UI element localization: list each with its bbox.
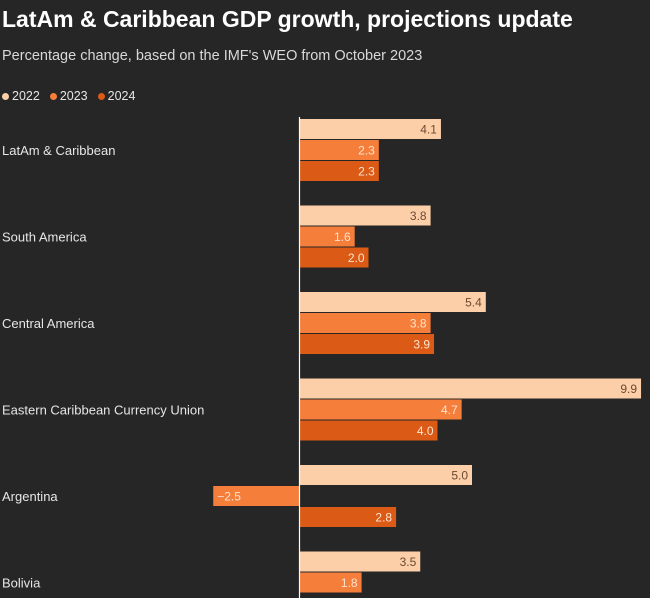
data-label-eastern-caribbean-currency-union-2022: 9.9 <box>620 382 637 396</box>
data-label-argentina-2023: −2.5 <box>217 490 241 504</box>
legend-label-2024: 2024 <box>107 89 136 103</box>
bar-bolivia-2023 <box>299 572 362 593</box>
bar-central-america-2023 <box>299 313 431 333</box>
data-label-south-america-2022: 3.8 <box>410 209 427 223</box>
data-label-latam-caribbean-2023: 2.3 <box>358 144 375 158</box>
bar-argentina-2023 <box>213 486 300 506</box>
legend-item-2023: 2023 <box>49 89 88 103</box>
legend-item-2022: 2022 <box>2 89 40 103</box>
category-label-central-america: Central America <box>2 316 95 331</box>
bar-south-america-2024 <box>299 247 369 268</box>
bar-south-america-2022 <box>299 205 431 226</box>
data-label-latam-caribbean-2024: 2.3 <box>358 165 375 179</box>
data-label-argentina-2024: 2.8 <box>375 511 392 525</box>
bar-eastern-caribbean-currency-union-2024 <box>299 420 438 441</box>
data-label-central-america-2022: 5.4 <box>465 296 482 310</box>
chart-title: LatAm & Caribbean GDP growth, projection… <box>2 6 573 32</box>
category-label-argentina: Argentina <box>2 489 58 504</box>
legend-swatch-2023 <box>49 92 57 100</box>
bar-latam-caribbean-2024 <box>299 161 379 181</box>
legend-swatch-2022 <box>2 92 9 100</box>
bar-central-america-2024 <box>299 334 435 354</box>
bar-eastern-caribbean-currency-union-2022 <box>299 378 642 399</box>
data-label-eastern-caribbean-currency-union-2024: 4.0 <box>417 424 434 438</box>
data-label-argentina-2022: 5.0 <box>451 469 468 483</box>
data-label-south-america-2023: 1.6 <box>334 230 351 244</box>
bar-latam-caribbean-2022 <box>299 119 441 139</box>
chart-subtitle: Percentage change, based on the IMF's WE… <box>2 48 423 64</box>
bar-latam-caribbean-2023 <box>299 140 379 160</box>
bar-bolivia-2022 <box>299 551 421 572</box>
category-label-bolivia: Bolivia <box>2 576 41 591</box>
legend-swatch-2024 <box>97 92 105 100</box>
data-label-central-america-2023: 3.8 <box>410 317 427 331</box>
data-label-south-america-2024: 2.0 <box>348 251 365 265</box>
data-label-bolivia-2022: 3.5 <box>400 555 417 569</box>
legend: 2022 2023 2024 <box>2 89 135 103</box>
bar-argentina-2022 <box>299 465 472 485</box>
data-label-central-america-2024: 3.9 <box>413 338 430 352</box>
data-label-eastern-caribbean-currency-union-2023: 4.7 <box>441 403 458 417</box>
bar-eastern-caribbean-currency-union-2023 <box>299 399 462 420</box>
bar-argentina-2024 <box>299 507 397 527</box>
category-label-latam-caribbean: LatAm & Caribbean <box>2 143 115 158</box>
legend-label-2023: 2023 <box>59 89 88 103</box>
category-label-eastern-caribbean-currency-union: Eastern Caribbean Currency Union <box>2 403 204 418</box>
data-label-bolivia-2023: 1.8 <box>341 576 358 590</box>
legend-label-2022: 2022 <box>12 89 40 103</box>
bar-central-america-2022 <box>299 292 486 312</box>
legend-item-2024: 2024 <box>97 89 136 103</box>
data-label-latam-caribbean-2022: 4.1 <box>420 123 437 137</box>
bar-south-america-2023 <box>299 226 355 247</box>
category-label-south-america: South America <box>2 230 87 245</box>
